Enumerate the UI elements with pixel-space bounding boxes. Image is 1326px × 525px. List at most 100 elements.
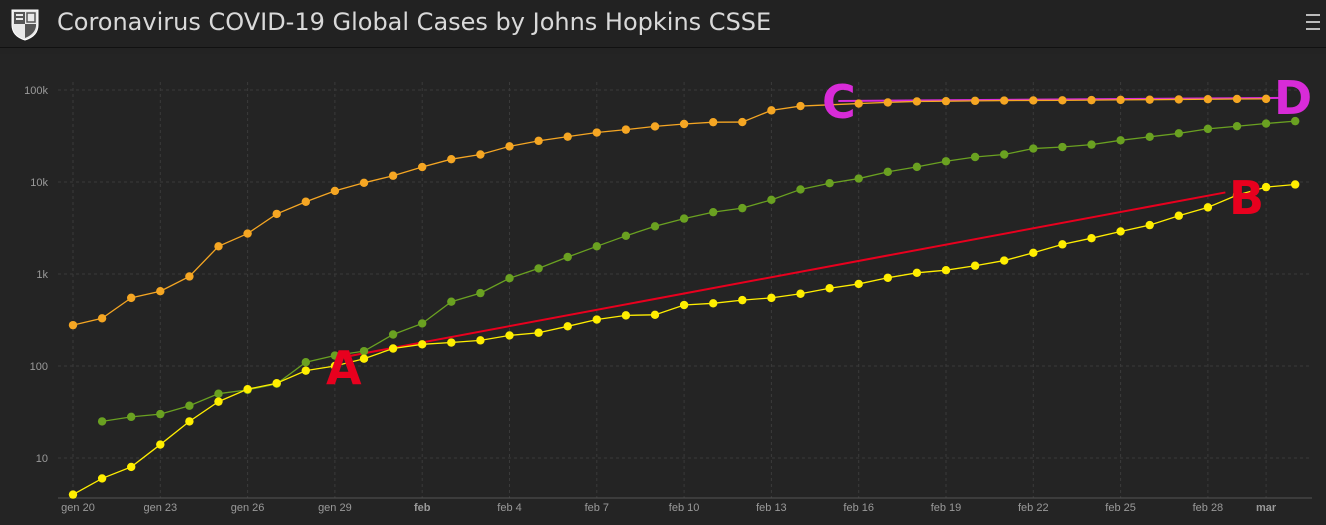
data-point: [1000, 256, 1009, 265]
data-point: [883, 167, 892, 177]
data-point: [301, 357, 310, 367]
data-point: [1029, 144, 1038, 153]
data-point: [359, 178, 369, 188]
data-point: [1087, 140, 1096, 149]
data-point: [214, 397, 223, 406]
data-point: [185, 272, 194, 281]
x-tick-label: gen 29: [318, 502, 352, 514]
data-point: [1174, 211, 1184, 220]
x-tick-label: mar: [1256, 502, 1277, 514]
data-point: [97, 417, 107, 426]
data-point: [534, 328, 543, 337]
data-point: [1261, 119, 1271, 128]
data-point: [505, 274, 514, 283]
data-point: [650, 222, 660, 231]
data-point: [1058, 240, 1067, 249]
data-point: [854, 279, 863, 289]
data-point: [1145, 132, 1154, 141]
annotation-label-b: B: [1229, 171, 1264, 225]
y-tick-label: 100k: [24, 85, 48, 97]
data-point: [825, 284, 834, 293]
data-point: [214, 389, 223, 398]
x-tick-label: feb 4: [497, 502, 521, 514]
data-point: [709, 207, 718, 217]
annotation-label-a: A: [326, 341, 362, 395]
data-point: [534, 264, 543, 273]
data-point: [330, 186, 340, 196]
series-0: [68, 94, 1271, 330]
data-point: [1203, 95, 1213, 104]
data-point: [359, 354, 369, 363]
data-point: [854, 174, 863, 183]
data-point: [970, 96, 980, 106]
annotation-label-c: C: [822, 75, 856, 129]
data-point: [912, 162, 922, 172]
data-point: [447, 154, 456, 164]
data-point: [738, 203, 747, 213]
cases-chart: 10 100 1k 10k 100k gen 20 gen 23 gen 26 gen 29 fe…: [24, 71, 1312, 514]
data-point: [679, 119, 689, 129]
data-point: [621, 311, 631, 320]
data-point: [1291, 116, 1300, 126]
data-point: [970, 261, 980, 270]
x-tick-label: feb 13: [756, 502, 787, 514]
x-tick-label: feb: [414, 502, 431, 514]
data-point: [418, 319, 427, 328]
data-point: [1087, 233, 1096, 243]
data-point: [825, 179, 834, 188]
data-point: [330, 361, 340, 371]
data-point: [767, 195, 776, 205]
data-point: [621, 231, 631, 241]
data-point: [476, 336, 485, 345]
data-point: [1145, 220, 1154, 230]
hamburger-menu-icon[interactable]: [1306, 14, 1326, 34]
data-point: [679, 300, 689, 310]
data-point: [796, 289, 805, 298]
y-tick-label: 10: [36, 453, 48, 465]
data-point: [1116, 136, 1125, 145]
x-tick-label: feb 22: [1018, 502, 1049, 514]
data-point: [1116, 227, 1125, 236]
chart-panel: 10 100 1k 10k 100k gen 20 gen 23 gen 26 gen 29 fe…: [0, 54, 1326, 525]
data-point: [1145, 95, 1154, 104]
data-point: [709, 299, 718, 308]
series-line: [72, 98, 1267, 326]
data-point: [1000, 96, 1009, 105]
data-point: [563, 132, 572, 141]
data-point: [156, 440, 165, 449]
data-point: [1232, 122, 1242, 131]
data-point: [1116, 95, 1125, 105]
data-point: [505, 331, 514, 340]
data-point: [185, 401, 194, 410]
data-point: [68, 320, 78, 330]
data-point: [185, 417, 194, 426]
data-point: [243, 229, 252, 238]
data-point: [941, 265, 951, 275]
data-point: [1203, 203, 1213, 212]
y-tick-label: 100: [30, 361, 48, 373]
data-point: [912, 268, 922, 278]
page-title: Coronavirus COVID-19 Global Cases by Joh…: [57, 8, 772, 36]
data-point: [301, 366, 310, 375]
y-tick-label: 10k: [30, 177, 48, 189]
data-point: [388, 344, 398, 353]
data-point: [97, 314, 107, 323]
data-point: [1203, 124, 1213, 134]
header-bar: Coronavirus COVID-19 Global Cases by Joh…: [0, 0, 1326, 48]
data-point: [796, 185, 805, 194]
data-point: [1261, 94, 1271, 104]
data-point: [970, 152, 980, 162]
data-point: [883, 273, 892, 282]
data-point: [388, 171, 398, 180]
data-point: [301, 197, 310, 206]
y-tick-label: 1k: [36, 269, 48, 281]
data-point: [767, 106, 776, 115]
data-point: [1291, 180, 1300, 189]
data-point: [1058, 142, 1067, 152]
data-point: [912, 97, 922, 106]
data-point: [738, 295, 747, 305]
data-point: [592, 242, 601, 251]
data-point: [709, 117, 718, 127]
data-point: [621, 125, 631, 134]
